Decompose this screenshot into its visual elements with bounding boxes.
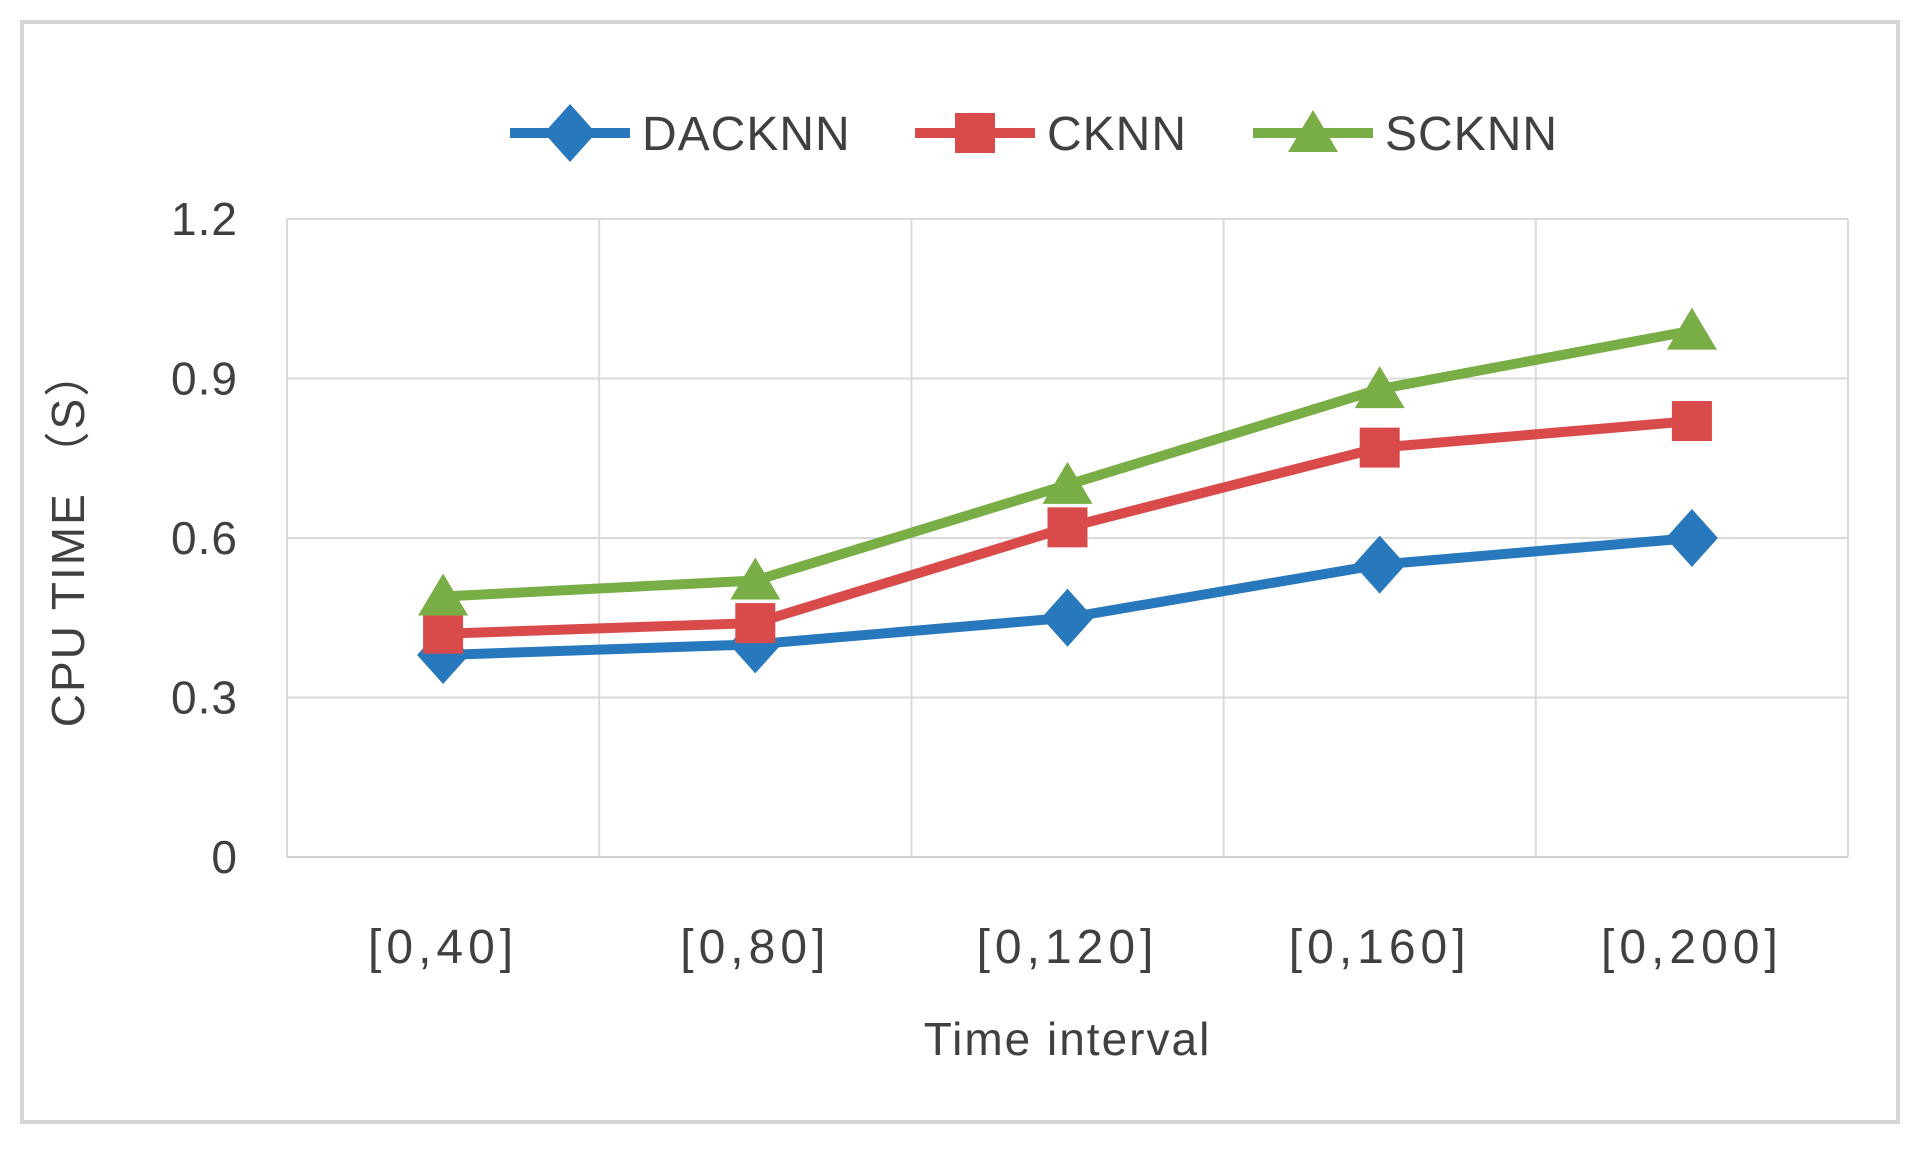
legend-label: SCKNN	[1385, 108, 1558, 161]
y-tick-label: 0	[211, 831, 238, 883]
x-tick-label: [0,120]	[977, 921, 1159, 974]
data-point-scknn	[1666, 307, 1717, 350]
data-point-cknn	[735, 603, 776, 644]
y-tick-label: 0.3	[171, 672, 238, 724]
data-point-dacknn	[1665, 509, 1718, 567]
y-tick-label: 1.2	[171, 193, 238, 245]
data-point-scknn	[418, 573, 469, 616]
data-point-dacknn	[1041, 588, 1094, 647]
data-point-scknn	[730, 557, 781, 600]
data-point-cknn	[423, 613, 464, 654]
x-tick-label: [0,80]	[680, 921, 830, 974]
legend-label: CKNN	[1047, 108, 1187, 161]
legend-triangle-icon	[1288, 110, 1338, 152]
legend-item-scknn: SCKNN	[1253, 108, 1558, 161]
x-axis-title: Time interval	[924, 1013, 1212, 1065]
legend-diamond-icon	[544, 104, 596, 162]
data-point-cknn	[1047, 507, 1088, 548]
y-tick-label: 0.6	[171, 512, 238, 564]
legend-label: DACKNN	[642, 108, 851, 161]
x-tick-label: [0,160]	[1289, 921, 1471, 974]
series-dacknn	[417, 509, 1718, 684]
data-point-dacknn	[1353, 535, 1406, 594]
x-tick-label: [0,40]	[368, 921, 518, 974]
series-cknn	[423, 401, 1712, 654]
data-point-scknn	[1354, 366, 1405, 409]
y-axis-title: CPU TIME （S）	[42, 349, 94, 727]
data-point-scknn	[1042, 461, 1093, 504]
legend: DACKNN CKNN SCKNN	[510, 104, 1558, 162]
data-point-cknn	[1671, 401, 1712, 442]
legend-item-cknn: CKNN	[915, 108, 1187, 161]
figure-frame	[20, 20, 1900, 1124]
y-tick-label: 0.9	[171, 353, 238, 405]
legend-square-icon	[955, 113, 995, 153]
x-tick-label: [0,200]	[1601, 921, 1783, 974]
data-point-cknn	[1359, 427, 1400, 468]
legend-item-dacknn: DACKNN	[510, 104, 851, 162]
series-scknn	[418, 307, 1717, 616]
